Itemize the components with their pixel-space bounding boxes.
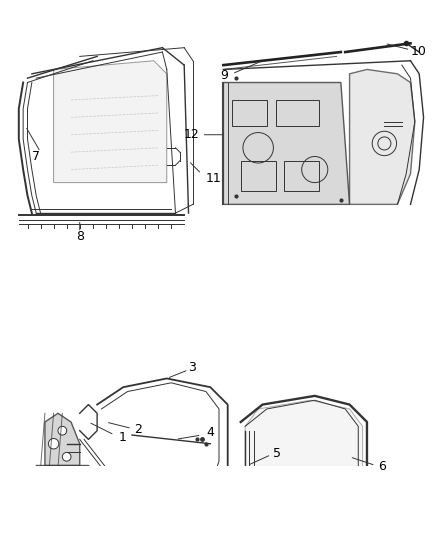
Bar <box>284 161 319 191</box>
Text: 7: 7 <box>32 150 40 163</box>
Polygon shape <box>53 61 167 183</box>
Circle shape <box>40 473 50 484</box>
Polygon shape <box>36 465 97 522</box>
Polygon shape <box>223 83 350 204</box>
Text: 2: 2 <box>134 423 142 437</box>
Circle shape <box>70 487 81 497</box>
Polygon shape <box>350 69 415 204</box>
Polygon shape <box>245 400 363 533</box>
Circle shape <box>62 453 71 461</box>
Text: 3: 3 <box>188 361 196 374</box>
Text: 5: 5 <box>273 447 281 461</box>
Circle shape <box>58 426 67 435</box>
Circle shape <box>40 499 50 510</box>
Bar <box>276 100 319 126</box>
Text: 9: 9 <box>220 69 228 82</box>
Text: 1: 1 <box>119 431 127 443</box>
Bar <box>232 100 267 126</box>
Text: 4: 4 <box>206 426 214 439</box>
Polygon shape <box>45 413 80 465</box>
Text: 8: 8 <box>76 230 84 243</box>
Text: 6: 6 <box>378 460 386 473</box>
Text: 12: 12 <box>184 128 199 141</box>
Bar <box>241 161 276 191</box>
Text: 10: 10 <box>410 45 426 58</box>
Text: 11: 11 <box>206 172 222 185</box>
Circle shape <box>48 439 59 449</box>
